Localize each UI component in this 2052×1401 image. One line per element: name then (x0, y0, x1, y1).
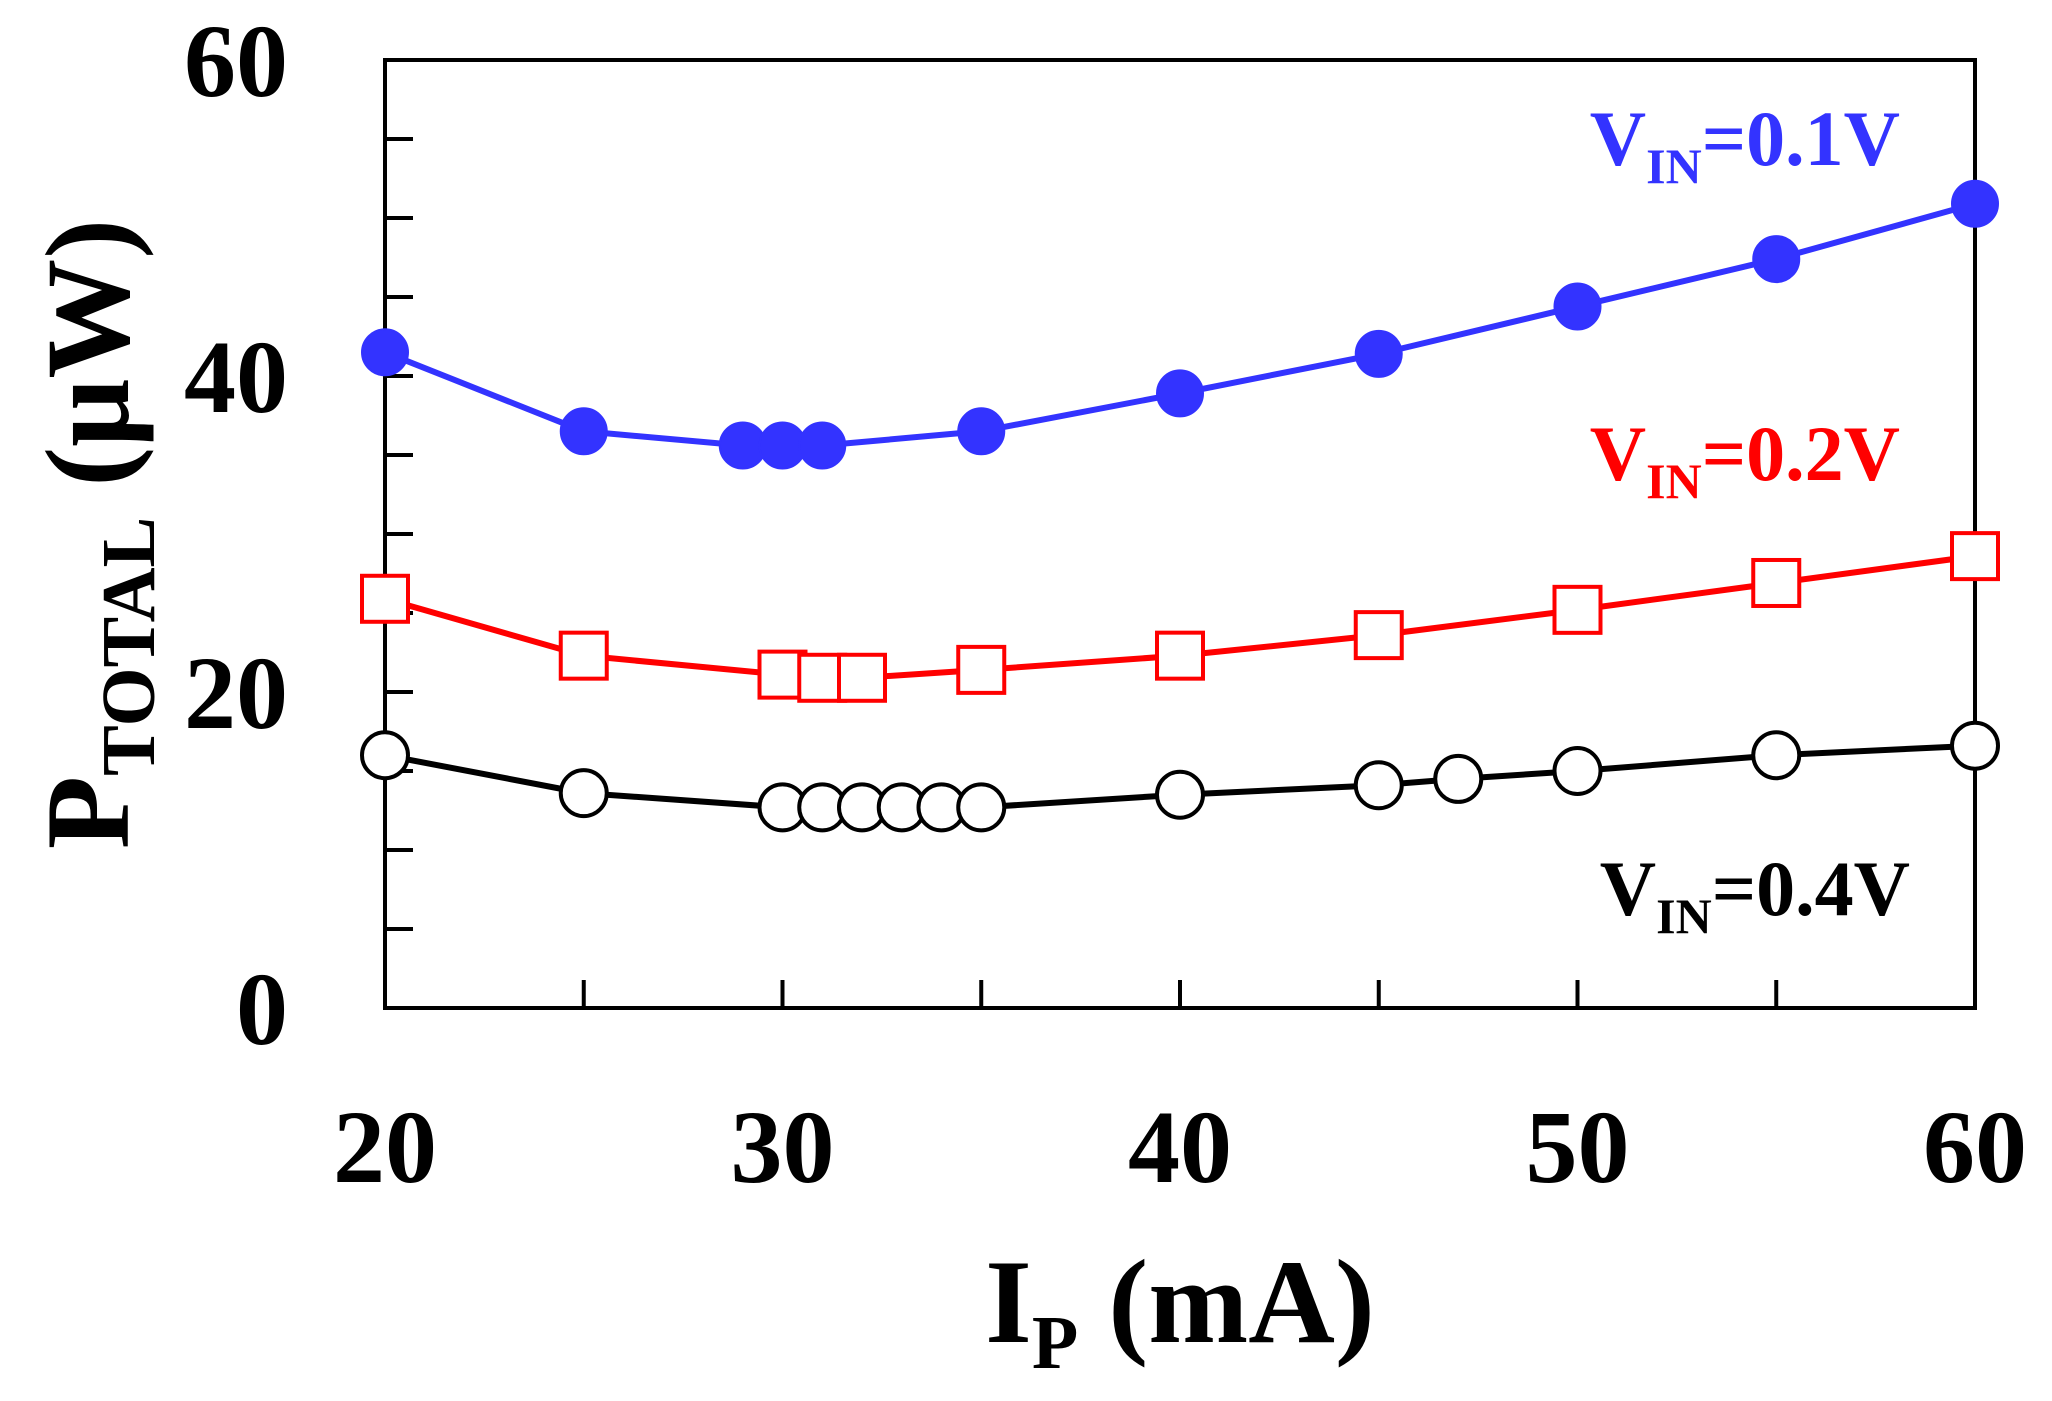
series-3 (360, 720, 2000, 833)
data-point (559, 407, 608, 456)
y-tick-labels: 0 20 40 60 (184, 4, 288, 1067)
data-point (1751, 557, 1802, 608)
y-tick-label: 60 (184, 4, 288, 119)
data-point (558, 768, 609, 819)
x-tick-label: 40 (1128, 1090, 1232, 1205)
data-point (956, 644, 1007, 695)
x-tick-label: 20 (333, 1090, 437, 1205)
x-axis-label: IP (mA) (985, 1235, 1375, 1385)
series-label-value: =0.4V (1712, 845, 1910, 932)
series-label-sub: IN (1656, 888, 1712, 944)
data-point (1552, 584, 1603, 635)
data-point (1155, 769, 1205, 820)
series-label-sub: IN (1646, 453, 1702, 509)
series-label-1: VIN=0.1V (1590, 95, 1900, 194)
series-label-main: V (1590, 95, 1646, 182)
x-axis-label-main: I (985, 1235, 1032, 1368)
y-axis-label-sub: TOTAL (87, 517, 171, 776)
data-point (1553, 282, 1602, 331)
x-axis-label-unit: (mA) (1078, 1235, 1375, 1368)
y-tick-label: 20 (184, 636, 288, 751)
series-label-sub: IN (1646, 138, 1702, 194)
data-point (558, 630, 609, 681)
x-axis-label-sub: P (1032, 1301, 1078, 1385)
data-point (837, 652, 887, 703)
data-point (361, 328, 409, 377)
series-label-2: VIN=0.2V (1590, 410, 1900, 509)
series-2 (360, 531, 2000, 703)
data-point (1433, 753, 1484, 804)
series-label-value: =0.1V (1702, 95, 1900, 182)
data-point (957, 407, 1006, 456)
data-point (1155, 630, 1205, 681)
data-point (1353, 760, 1404, 811)
data-point (1156, 369, 1204, 418)
data-point (798, 421, 847, 470)
y-axis-label-main: P (21, 776, 154, 849)
data-point (1752, 235, 1801, 284)
y-axis-label-unit: (μW) (21, 219, 154, 517)
data-point (1353, 610, 1404, 661)
y-tick-label: 0 (236, 952, 288, 1067)
data-point (956, 782, 1007, 833)
data-point (1354, 329, 1403, 378)
data-point (360, 730, 410, 781)
data-point (360, 573, 410, 624)
y-axis-label: PTOTAL (μW) (21, 219, 171, 849)
data-point (1950, 720, 2000, 771)
series-label-main: V (1590, 410, 1646, 497)
data-point (1951, 179, 1999, 228)
data-point (1751, 730, 1802, 781)
x-tick-label: 50 (1526, 1090, 1630, 1205)
x-tick-labels: 20 30 40 50 60 (333, 1090, 2027, 1205)
y-minor-ticks (385, 137, 413, 931)
series-group (360, 179, 2000, 833)
x-tick-label: 30 (731, 1090, 835, 1205)
data-point (1950, 531, 2000, 582)
series-label-main: V (1600, 845, 1656, 932)
data-point (1552, 746, 1603, 796)
series-label-3: VIN=0.4V (1600, 845, 1910, 944)
y-tick-label: 40 (184, 320, 288, 435)
series-label-value: =0.2V (1702, 410, 1900, 497)
series-1 (361, 179, 1999, 470)
x-tick-label: 60 (1923, 1090, 2027, 1205)
